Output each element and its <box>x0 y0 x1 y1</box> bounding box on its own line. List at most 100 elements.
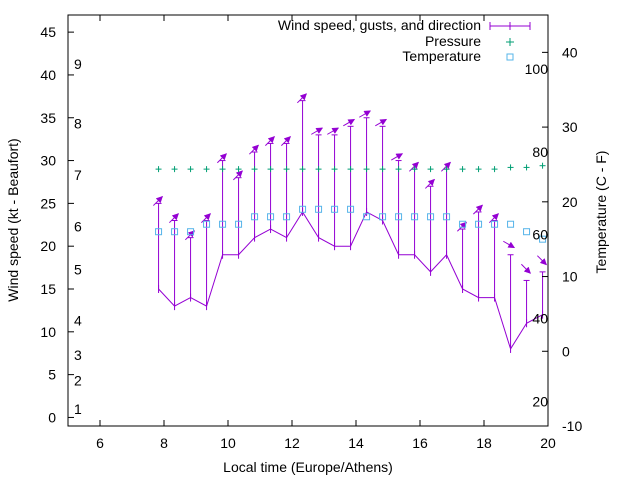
temperature-point <box>283 213 291 221</box>
x-tick-label: 18 <box>476 435 492 451</box>
pressure-point <box>347 166 354 173</box>
fahrenheit-label: 60 <box>532 227 548 243</box>
fahrenheit-label: 100 <box>525 61 549 77</box>
temperature-point <box>507 220 515 228</box>
arrow-head <box>171 213 179 221</box>
wind-direction-arrow <box>265 136 275 146</box>
beaufort-label: 4 <box>74 313 82 329</box>
temperature-point <box>411 213 419 221</box>
arrow-head <box>523 266 531 274</box>
x-tick-label: 10 <box>220 435 236 451</box>
beaufort-label: 2 <box>74 373 82 389</box>
fahrenheit-labels: 20 40 60 80 100 <box>525 61 549 410</box>
arrow-head <box>539 258 547 266</box>
wind-direction-arrow <box>537 255 547 266</box>
temperature-point <box>235 220 243 228</box>
wind-direction-arrow <box>503 240 516 249</box>
temperature-point <box>443 213 451 221</box>
beaufort-labels: 1 2 3 4 5 6 7 8 9 <box>74 56 82 417</box>
pressure-point <box>235 166 242 173</box>
pressure-point <box>219 166 226 173</box>
y-tick-label: 20 <box>40 238 56 254</box>
temperature-point <box>315 205 323 213</box>
arrow-head <box>379 119 388 126</box>
wind-speed-series <box>158 207 544 353</box>
pressure-point <box>267 166 274 173</box>
y2-tick-label: -10 <box>562 418 582 434</box>
wind-direction-arrow <box>473 204 483 215</box>
y2-tick-label: 40 <box>562 44 578 60</box>
x-tick-label: 16 <box>412 435 428 451</box>
pressure-point <box>443 166 450 173</box>
arrow-head <box>507 241 516 249</box>
temperature-point <box>219 220 227 228</box>
wind-direction-arrow <box>327 127 340 135</box>
y2-axis-label: Temperature (C - F) <box>593 151 609 274</box>
x-axis-label: Local time (Europe/Athens) <box>223 459 393 475</box>
fahrenheit-label: 20 <box>532 393 548 409</box>
wind-direction-arrow <box>311 127 324 135</box>
wind-direction-arrow <box>521 263 531 274</box>
pressure-point <box>395 166 402 173</box>
pressure-point <box>331 166 338 173</box>
arrow-head <box>299 93 307 101</box>
arrow-head <box>235 170 243 178</box>
beaufort-label: 5 <box>74 261 82 277</box>
wind-direction-arrow <box>297 93 307 104</box>
wind-direction-arrow <box>249 144 259 155</box>
temperature-point <box>475 220 483 228</box>
temperature-point <box>251 213 259 221</box>
arrow-head <box>267 136 275 144</box>
x-tick-label: 20 <box>540 435 556 451</box>
beaufort-label: 1 <box>74 401 82 417</box>
temperature-point <box>299 205 307 213</box>
y-tick-label: 25 <box>40 195 56 211</box>
arrow-head <box>347 119 356 126</box>
temperature-point <box>523 228 531 236</box>
legend-marker-wind <box>489 22 531 30</box>
wind-direction-arrow <box>201 213 211 224</box>
x-tick-label: 6 <box>96 435 104 451</box>
beaufort-label: 3 <box>74 347 82 363</box>
pressure-point <box>507 164 514 171</box>
wind-direction-arrows <box>153 93 547 274</box>
temperature-series <box>155 205 547 243</box>
temperature-point <box>171 228 179 236</box>
wind-direction-arrow <box>489 213 499 224</box>
y-tick-label: 10 <box>40 324 56 340</box>
pressure-point <box>283 166 290 173</box>
pressure-point <box>539 162 546 169</box>
legend: Wind speed, gusts, and direction Pressur… <box>278 17 531 64</box>
temperature-point <box>459 220 467 228</box>
arrow-head <box>219 153 227 161</box>
x-tick-label: 12 <box>284 435 300 451</box>
legend-label-wind: Wind speed, gusts, and direction <box>278 17 481 33</box>
temperature-point <box>155 228 163 236</box>
temperature-point <box>203 220 211 228</box>
pressure-point <box>315 166 322 173</box>
pressure-point <box>363 166 370 173</box>
wind-direction-arrow <box>153 195 163 206</box>
wind-direction-arrow <box>281 136 291 146</box>
wind-direction-arrow <box>169 213 179 224</box>
pressure-point <box>155 166 162 173</box>
arrow-head <box>203 213 211 221</box>
temperature-point <box>267 213 275 221</box>
beaufort-label: 9 <box>74 56 82 72</box>
arrow-head <box>331 127 340 134</box>
temperature-point <box>347 205 355 213</box>
pressure-point <box>251 166 258 173</box>
arrow-head <box>283 136 291 144</box>
y2-tick-label: 30 <box>562 119 578 135</box>
temperature-point <box>427 213 435 221</box>
y-tick-label: 5 <box>48 367 56 383</box>
y-tick-label: 30 <box>40 153 56 169</box>
fahrenheit-label: 80 <box>532 144 548 160</box>
wind-direction-arrow <box>233 170 243 181</box>
wind-direction-arrow <box>359 110 372 118</box>
temperature-point <box>395 213 403 221</box>
y-tick-label: 0 <box>48 409 56 425</box>
legend-label-pressure: Pressure <box>425 33 481 49</box>
pressure-point <box>459 166 466 173</box>
legend-marker-pressure <box>506 38 514 46</box>
